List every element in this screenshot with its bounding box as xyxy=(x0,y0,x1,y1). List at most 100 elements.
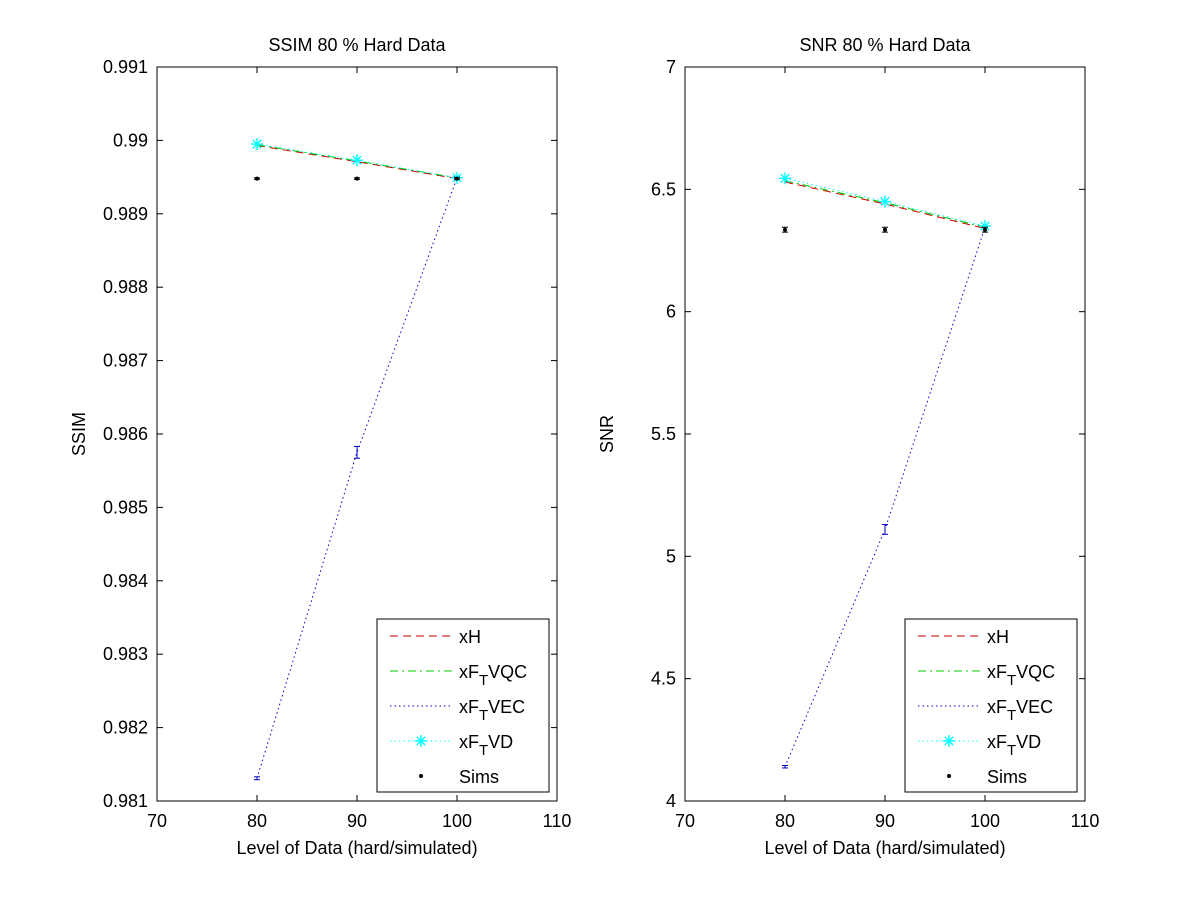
x-tick-label: 90 xyxy=(875,811,895,831)
data-point xyxy=(455,176,459,181)
x-tick-label: 70 xyxy=(675,811,695,831)
legend-label-name: xF xyxy=(987,732,1007,752)
asterisk-stroke xyxy=(880,196,890,207)
y-axis-label: SSIM xyxy=(69,412,89,456)
legend-entry: xFTVEC xyxy=(390,697,525,724)
chart-title: SNR 80 % Hard Data xyxy=(799,35,971,55)
legend-box xyxy=(376,618,550,793)
legend-label-suffix: VEC xyxy=(1016,697,1053,717)
legend-box xyxy=(904,618,1078,793)
series-line xyxy=(784,181,986,229)
y-tick-label: 0.988 xyxy=(103,277,148,297)
chart-panel-2: 70 80 90 100 110 4 4.5 5 5.5 6 6.5 7 SNR 80 % Hard D… xyxy=(597,35,1099,858)
legend-label-name: xF xyxy=(459,732,479,752)
series-line xyxy=(256,144,458,179)
legend-label-subscript: T xyxy=(1007,742,1016,759)
y-tick-label: 0.987 xyxy=(103,351,148,371)
data-point xyxy=(355,176,359,181)
legend-label: xFTVQC xyxy=(987,662,1055,689)
y-tick-label: 5.5 xyxy=(651,424,676,444)
legend-label-name: xH xyxy=(459,627,481,647)
data-point xyxy=(251,138,263,151)
legend-label-name: xF xyxy=(987,662,1007,682)
asterisk-stroke xyxy=(980,221,990,231)
series-line xyxy=(256,145,458,180)
legend-label: xFTVQC xyxy=(459,662,527,689)
legend-label-subscript: T xyxy=(479,742,488,759)
chart-panel-1: 70 80 90 100 110 0.981 0.982 0.983 0.984 0.985 0.9… xyxy=(69,35,571,858)
legend-marker xyxy=(419,774,423,778)
legend-entry: xFTVQC xyxy=(918,662,1055,689)
legend-entry: xFTVQC xyxy=(390,662,527,689)
x-tick-label: 110 xyxy=(1071,811,1100,831)
legend-label-suffix: VD xyxy=(488,732,513,752)
y-tick-label: 0.991 xyxy=(103,57,148,77)
y-tick-label: 5 xyxy=(666,546,676,566)
legend-label-name: xF xyxy=(459,662,479,682)
x-tick-label: 100 xyxy=(970,811,1000,831)
series-xftvqc xyxy=(256,144,458,179)
x-tick-label: 110 xyxy=(543,811,572,831)
legend-label: xFTVD xyxy=(459,732,513,759)
legend-label-suffix: VQC xyxy=(488,662,527,682)
asterisk-stroke xyxy=(416,736,426,746)
legend-label-subscript: T xyxy=(479,672,488,689)
legend-label-name: xF xyxy=(987,697,1007,717)
asterisk-stroke xyxy=(780,173,790,184)
legend-entry: Sims xyxy=(419,767,499,787)
data-point xyxy=(779,172,791,185)
legend-entry: xH xyxy=(918,627,1009,647)
x-axis-label: Level of Data (hard/simulated) xyxy=(764,838,1005,858)
legend-label: xH xyxy=(987,627,1009,647)
asterisk-stroke xyxy=(944,736,954,746)
chart-title: SSIM 80 % Hard Data xyxy=(268,35,446,55)
data-point xyxy=(255,176,259,181)
series-xftvec xyxy=(782,225,988,769)
legend-marker xyxy=(415,735,427,747)
series-sims xyxy=(254,176,460,181)
y-tick-label: 6 xyxy=(666,302,676,322)
y-tick-label: 7 xyxy=(666,57,676,77)
y-tick-label: 0.983 xyxy=(103,644,148,664)
series-sims xyxy=(782,226,988,233)
legend-label: xFTVEC xyxy=(459,697,525,724)
y-tick-label: 0.985 xyxy=(103,497,148,517)
legend-entry: xFTVD xyxy=(390,732,513,759)
legend-label-subscript: T xyxy=(479,707,488,724)
legend-label: Sims xyxy=(987,767,1027,787)
y-tick-label: 0.986 xyxy=(103,424,148,444)
x-tick-label: 80 xyxy=(247,811,267,831)
series-line xyxy=(784,177,986,227)
x-tick-label: 90 xyxy=(347,811,367,831)
series-line xyxy=(256,177,458,779)
x-axis-label: Level of Data (hard/simulated) xyxy=(236,838,477,858)
asterisk-stroke xyxy=(252,139,262,149)
series-xh xyxy=(256,145,458,180)
legend-label-name: xH xyxy=(987,627,1009,647)
legend-label-name: Sims xyxy=(459,767,499,787)
legend-label-suffix: VQC xyxy=(1016,662,1055,682)
data-point xyxy=(783,227,787,232)
legend-label: xFTVEC xyxy=(987,697,1053,724)
y-tick-label: 0.981 xyxy=(103,791,148,811)
legend-label-name: Sims xyxy=(987,767,1027,787)
y-axis-label: SNR xyxy=(597,415,617,453)
y-tick-label: 0.989 xyxy=(103,204,148,224)
y-tick-label: 4 xyxy=(666,791,676,811)
y-tick-label: 0.984 xyxy=(103,571,148,591)
legend-label-suffix: VEC xyxy=(488,697,525,717)
data-point xyxy=(351,154,363,167)
legend-entry: xFTVD xyxy=(918,732,1041,759)
legend-label-subscript: T xyxy=(1007,672,1016,689)
data-point xyxy=(983,227,987,232)
legend-label-name: xF xyxy=(459,697,479,717)
legend-entry: xFTVEC xyxy=(918,697,1053,724)
legend-label-suffix: VD xyxy=(1016,732,1041,752)
series-xh xyxy=(784,181,986,229)
x-tick-label: 100 xyxy=(442,811,472,831)
x-tick-label: 80 xyxy=(775,811,795,831)
y-tick-label: 0.99 xyxy=(113,130,148,150)
